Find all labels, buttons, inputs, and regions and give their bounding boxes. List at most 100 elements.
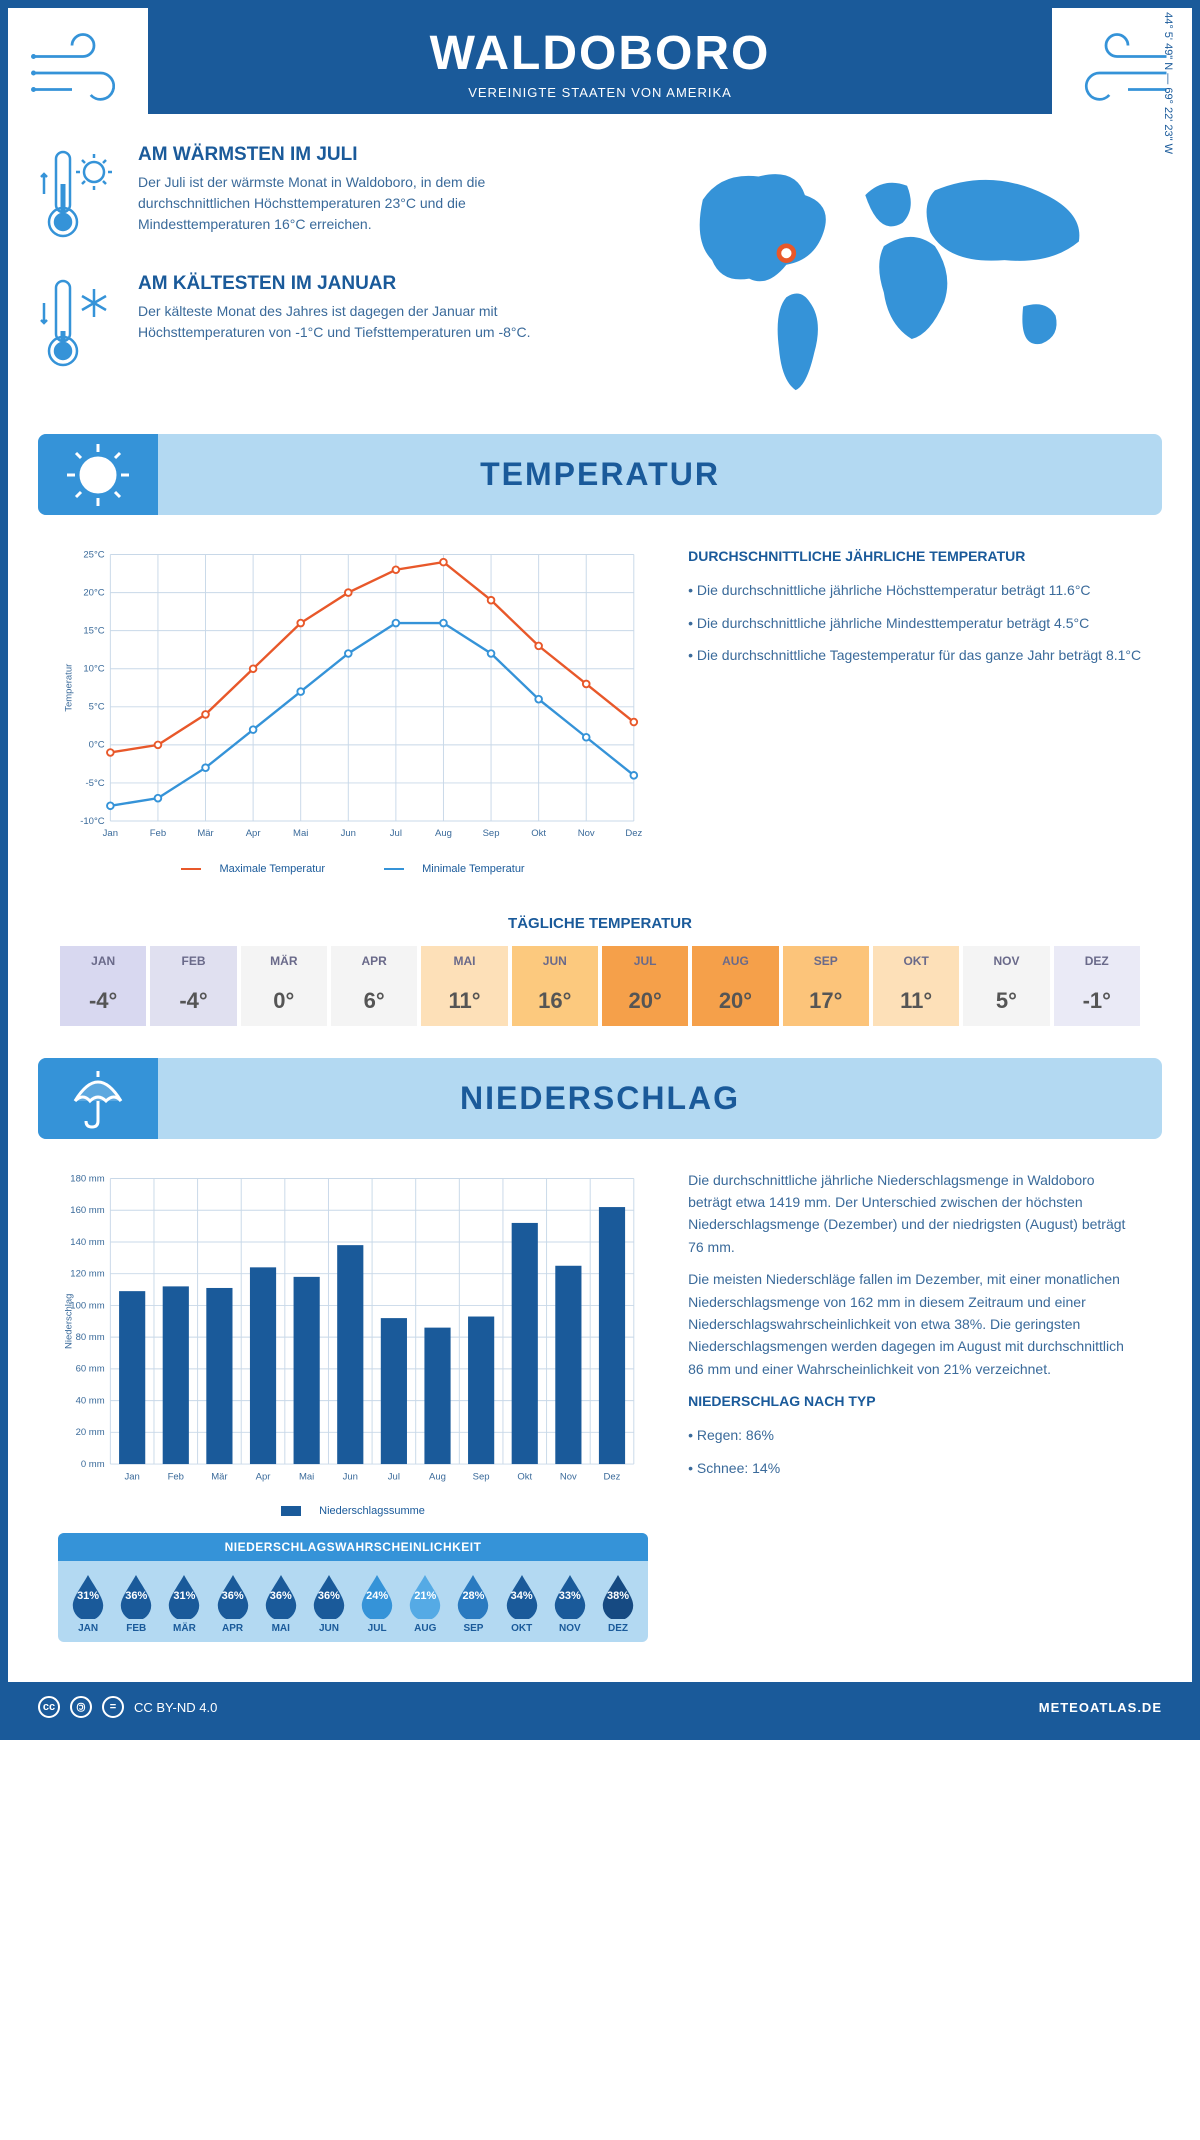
- facts-column: AM WÄRMSTEN IM JULI Der Juli ist der wär…: [38, 144, 585, 404]
- svg-text:Nov: Nov: [578, 828, 595, 839]
- svg-text:Jan: Jan: [103, 828, 118, 839]
- temperature-text: DURCHSCHNITTLICHE JÄHRLICHE TEMPERATUR •…: [688, 545, 1142, 677]
- coldest-fact: AM KÄLTESTEN IM JANUAR Der kälteste Mona…: [38, 273, 585, 378]
- header: WALDOBORO VEREINIGTE STAATEN VON AMERIKA: [148, 8, 1052, 114]
- probability-cell: 21%AUG: [401, 1571, 449, 1634]
- daily-temp-grid: JAN-4°FEB-4°MÄR0°APR6°MAI11°JUN16°JUL20°…: [58, 944, 1142, 1028]
- svg-text:120 mm: 120 mm: [70, 1268, 104, 1279]
- precip-p2: Die meisten Niederschläge fallen im Deze…: [688, 1268, 1142, 1380]
- daily-temp-title: TÄGLICHE TEMPERATUR: [8, 915, 1192, 932]
- svg-text:160 mm: 160 mm: [70, 1205, 104, 1216]
- precip-banner: NIEDERSCHLAG: [38, 1058, 1162, 1139]
- probability-box: NIEDERSCHLAGSWAHRSCHEINLICHKEIT 31%JAN36…: [58, 1533, 648, 1642]
- daily-cell: AUG20°: [690, 944, 780, 1028]
- coordinates: 44° 5' 49" N — 69° 22' 23" W: [1162, 12, 1174, 154]
- svg-text:20°C: 20°C: [83, 587, 104, 598]
- raindrop-icon: 31%: [165, 1571, 203, 1619]
- temp-bullet-1: • Die durchschnittliche jährliche Mindes…: [688, 612, 1142, 634]
- temperature-text-title: DURCHSCHNITTLICHE JÄHRLICHE TEMPERATUR: [688, 545, 1142, 567]
- svg-text:25°C: 25°C: [83, 549, 104, 560]
- legend-max-label: Maximale Temperatur: [219, 863, 325, 875]
- wind-icon-left: [28, 28, 138, 118]
- precip-legend: Niederschlagssumme: [58, 1505, 648, 1517]
- location-marker-icon: [779, 246, 794, 261]
- svg-text:80 mm: 80 mm: [76, 1332, 105, 1343]
- daily-cell: DEZ-1°: [1052, 944, 1142, 1028]
- svg-text:0 mm: 0 mm: [81, 1458, 105, 1469]
- temperature-legend: Maximale Temperatur Minimale Temperatur: [58, 863, 648, 875]
- coldest-text: Der kälteste Monat des Jahres ist dagege…: [138, 301, 585, 343]
- svg-text:Jul: Jul: [388, 1471, 400, 1482]
- daily-cell: SEP17°: [781, 944, 871, 1028]
- svg-text:Aug: Aug: [429, 1471, 446, 1482]
- svg-text:-5°C: -5°C: [86, 778, 105, 789]
- footer-license: cc 🄯 = CC BY-ND 4.0: [38, 1696, 217, 1718]
- probability-cell: 31%JAN: [64, 1571, 112, 1634]
- probability-cell: 36%FEB: [112, 1571, 160, 1634]
- wind-icon-right: [1062, 28, 1172, 118]
- coldest-title: AM KÄLTESTEN IM JANUAR: [138, 273, 585, 295]
- probability-cell: 36%MAI: [257, 1571, 305, 1634]
- probability-cell: 38%DEZ: [594, 1571, 642, 1634]
- precip-row: 0 mm20 mm40 mm60 mm80 mm100 mm120 mm140 …: [8, 1149, 1192, 1663]
- daily-cell: NOV5°: [961, 944, 1051, 1028]
- svg-text:Dez: Dez: [625, 828, 642, 839]
- raindrop-icon: 38%: [599, 1571, 637, 1619]
- precip-type-0: • Regen: 86%: [688, 1424, 1142, 1446]
- probability-cell: 28%SEP: [449, 1571, 497, 1634]
- svg-text:0°C: 0°C: [89, 740, 105, 751]
- region-label: MAINE: [1193, 122, 1200, 154]
- svg-text:Apr: Apr: [256, 1471, 271, 1482]
- raindrop-icon: 36%: [310, 1571, 348, 1619]
- raindrop-icon: 33%: [551, 1571, 589, 1619]
- world-map: [615, 144, 1162, 404]
- svg-text:Mär: Mär: [211, 1471, 227, 1482]
- svg-text:Temperatur: Temperatur: [63, 664, 74, 712]
- map-column: MAINE 44° 5' 49" N — 69° 22' 23" W: [615, 144, 1162, 404]
- svg-text:Okt: Okt: [531, 828, 546, 839]
- daily-cell: OKT11°: [871, 944, 961, 1028]
- daily-cell: JAN-4°: [58, 944, 148, 1028]
- probability-cell: 34%OKT: [498, 1571, 546, 1634]
- temp-bullet-0: • Die durchschnittliche jährliche Höchst…: [688, 579, 1142, 601]
- svg-text:100 mm: 100 mm: [70, 1300, 104, 1311]
- raindrop-icon: 21%: [406, 1571, 444, 1619]
- precip-type-title: NIEDERSCHLAG NACH TYP: [688, 1390, 1142, 1412]
- svg-text:Jan: Jan: [124, 1471, 139, 1482]
- raindrop-icon: 24%: [358, 1571, 396, 1619]
- svg-text:5°C: 5°C: [89, 702, 105, 713]
- daily-cell: FEB-4°: [148, 944, 238, 1028]
- svg-text:Sep: Sep: [483, 828, 500, 839]
- license-text: CC BY-ND 4.0: [134, 1700, 217, 1715]
- daily-cell: JUN16°: [510, 944, 600, 1028]
- raindrop-icon: 31%: [69, 1571, 107, 1619]
- precip-chart-box: 0 mm20 mm40 mm60 mm80 mm100 mm120 mm140 …: [58, 1169, 648, 1643]
- precip-heading: NIEDERSCHLAG: [38, 1080, 1162, 1117]
- probability-title: NIEDERSCHLAGSWAHRSCHEINLICHKEIT: [58, 1533, 648, 1561]
- umbrella-icon: [38, 1058, 158, 1139]
- by-icon: 🄯: [70, 1696, 92, 1718]
- probability-cell: 24%JUL: [353, 1571, 401, 1634]
- footer-site: METEOATLAS.DE: [1039, 1700, 1162, 1715]
- precip-chart: 0 mm20 mm40 mm60 mm80 mm100 mm120 mm140 …: [58, 1169, 648, 1493]
- svg-text:Nov: Nov: [560, 1471, 577, 1482]
- precip-legend-label: Niederschlagssumme: [319, 1505, 425, 1517]
- svg-text:Aug: Aug: [435, 828, 452, 839]
- svg-text:60 mm: 60 mm: [76, 1363, 105, 1374]
- svg-text:10°C: 10°C: [83, 664, 104, 675]
- daily-cell: JUL20°: [600, 944, 690, 1028]
- temperature-chart: -10°C-5°C0°C5°C10°C15°C20°C25°CJanFebMär…: [58, 545, 648, 875]
- precip-text: Die durchschnittliche jährliche Niedersc…: [688, 1169, 1142, 1490]
- sun-icon: [38, 434, 158, 515]
- precip-type-1: • Schnee: 14%: [688, 1457, 1142, 1479]
- thermometer-sun-icon: [38, 144, 118, 249]
- header-wrapper: WALDOBORO VEREINIGTE STAATEN VON AMERIKA: [8, 8, 1192, 114]
- svg-text:Sep: Sep: [473, 1471, 490, 1482]
- raindrop-icon: 28%: [454, 1571, 492, 1619]
- cc-icon: cc: [38, 1696, 60, 1718]
- svg-text:Feb: Feb: [168, 1471, 184, 1482]
- svg-text:140 mm: 140 mm: [70, 1236, 104, 1247]
- svg-text:40 mm: 40 mm: [76, 1395, 105, 1406]
- warmest-fact: AM WÄRMSTEN IM JULI Der Juli ist der wär…: [38, 144, 585, 249]
- footer: cc 🄯 = CC BY-ND 4.0 METEOATLAS.DE: [8, 1682, 1192, 1732]
